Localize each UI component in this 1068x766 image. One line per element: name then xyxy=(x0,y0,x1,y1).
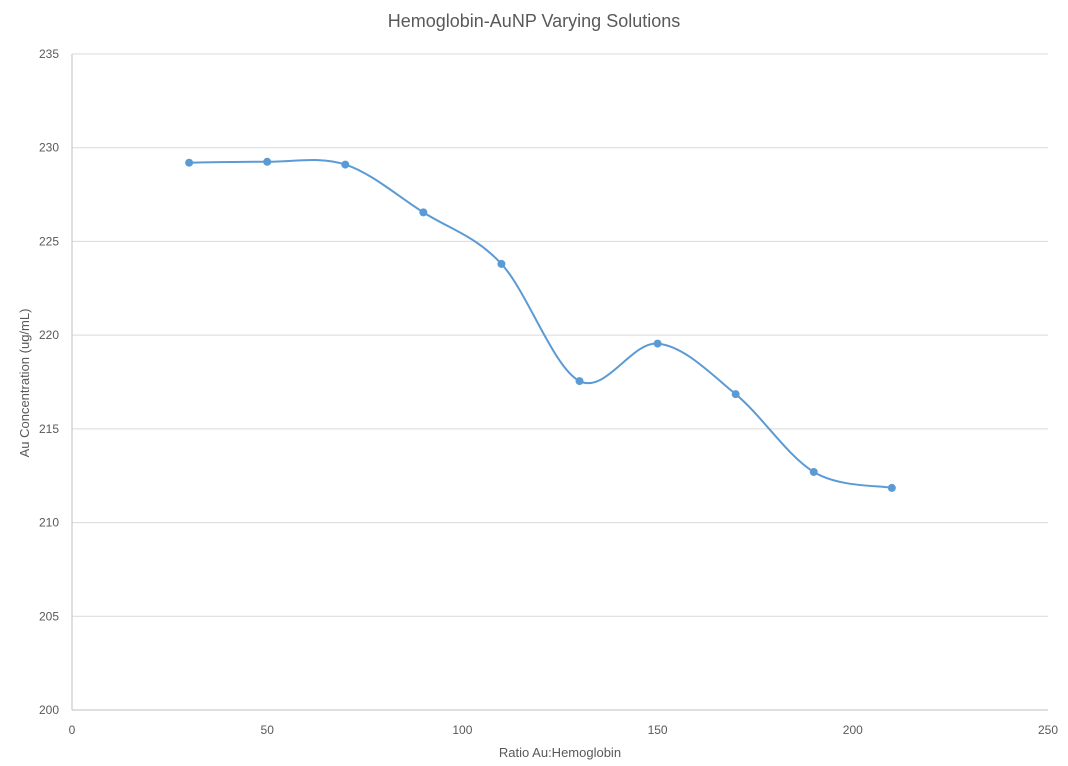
y-tick-label: 230 xyxy=(39,141,59,155)
y-tick-label: 210 xyxy=(39,516,59,530)
data-point xyxy=(887,483,896,492)
chart-title: Hemoglobin-AuNP Varying Solutions xyxy=(388,11,681,31)
y-tick-label: 200 xyxy=(39,703,59,717)
data-point xyxy=(185,158,194,167)
x-tick-label: 150 xyxy=(648,723,668,737)
x-tick-label: 200 xyxy=(843,723,863,737)
series-line xyxy=(189,159,893,489)
y-tick-label: 215 xyxy=(39,422,59,436)
y-tick-label: 225 xyxy=(39,234,59,248)
series-layer xyxy=(185,157,896,492)
x-tick-label: 100 xyxy=(452,723,472,737)
data-point xyxy=(809,467,818,476)
gridlines xyxy=(72,53,1048,617)
data-point xyxy=(341,160,350,169)
data-point xyxy=(575,377,584,386)
data-point xyxy=(419,208,428,217)
y-tick-label: 220 xyxy=(39,328,59,342)
x-tick-label: 50 xyxy=(261,723,275,737)
tick-labels: 200 205 210 215 220 225 230 235 0 50 100 150 200 250 xyxy=(39,47,1058,737)
y-tick-label: 205 xyxy=(39,609,59,623)
x-axis-label: Ratio Au:Hemoglobin xyxy=(499,745,621,760)
x-tick-label: 250 xyxy=(1038,723,1058,737)
data-point xyxy=(497,259,506,268)
axes xyxy=(71,54,1048,711)
data-point xyxy=(263,157,272,166)
x-tick-label: 0 xyxy=(69,723,76,737)
data-point xyxy=(653,339,662,348)
y-axis-label: Au Concentration (ug/mL) xyxy=(17,309,32,458)
data-point xyxy=(731,390,740,399)
y-tick-label: 235 xyxy=(39,47,59,61)
